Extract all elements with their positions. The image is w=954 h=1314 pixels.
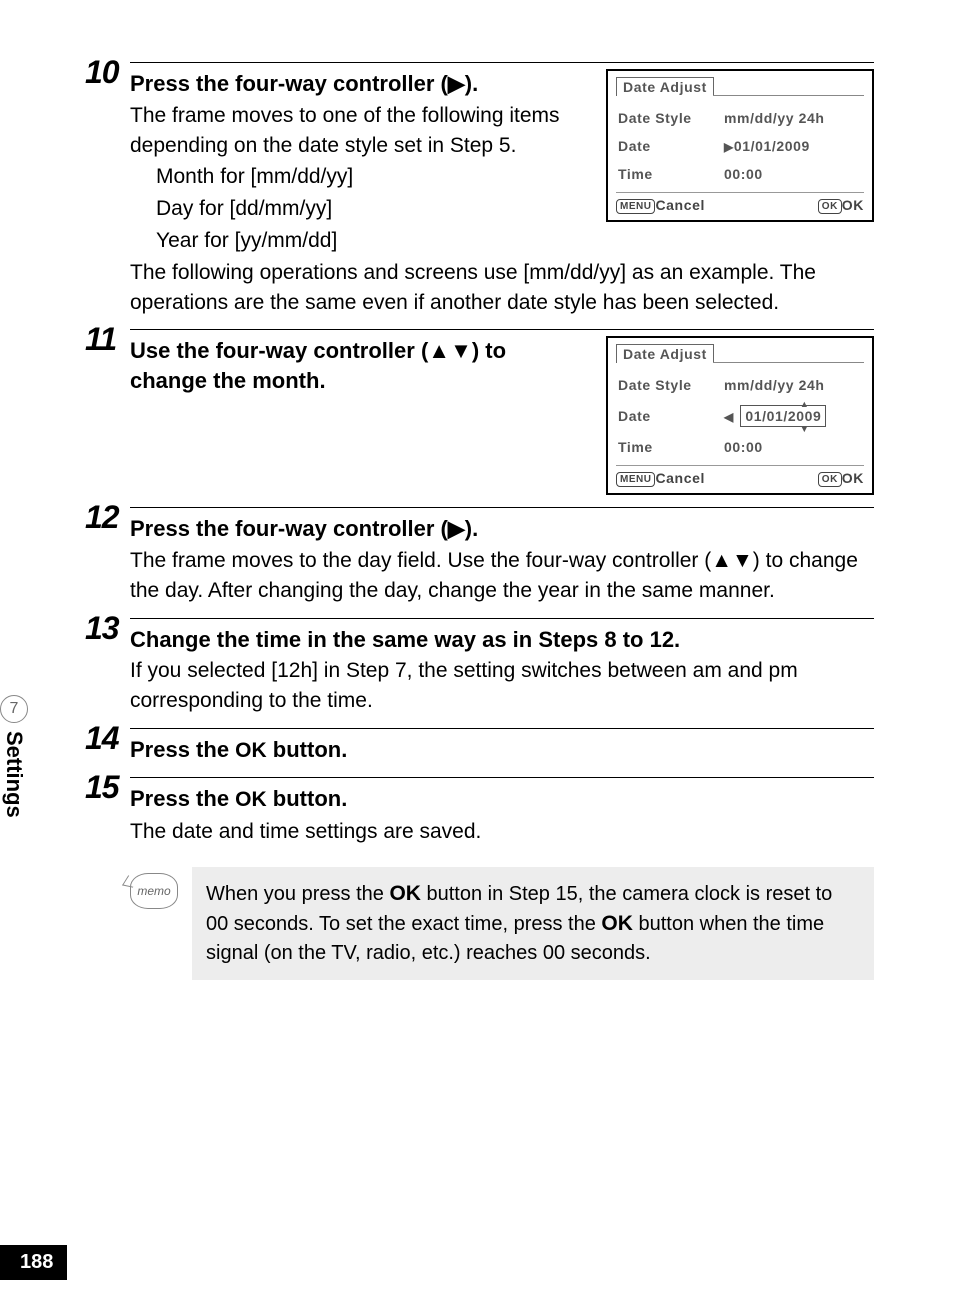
ok-hint: OKOK [818,470,864,487]
step-body: The date and time settings are saved. [130,817,874,847]
value: ▶01/01/2009 [724,138,864,154]
step-body: Year for [yy/mm/dd] [156,226,586,256]
chapter-number: 7 [0,695,28,723]
step-number: 11 [85,321,116,358]
label: Date Style [618,377,724,393]
camera-screen: Date Adjust Date Style mm/dd/yy 24h Date… [606,336,874,495]
down-arrow-icon: ▼ [450,338,472,363]
up-arrow-icon: ▲ [428,338,450,363]
date-edit-box: ▲ 01/01/2009 ▼ [740,405,826,427]
menu-key-icon: MENU [616,199,655,214]
label: Date [618,138,724,154]
label: Date [618,408,724,424]
step-heading: Press the four-way controller (▶). [130,69,586,99]
text: Press the four-way controller ( [130,516,448,541]
date-value: 01/01/2009 [745,408,821,424]
step-number: 10 [85,54,119,91]
step-body: Month for [mm/dd/yy] [156,162,586,192]
screen-title: Date Adjust [616,344,714,363]
memo-text: When you press the OK button in Step 15,… [192,867,874,981]
step-14: 14 Press the OK button. [130,728,874,765]
ok-label: OK [235,739,267,762]
camera-screen: Date Adjust Date Style mm/dd/yy 24h Date… [606,69,874,222]
step-body: The following operations and screens use… [130,258,874,318]
memo: memo When you press the OK button in Ste… [130,867,874,981]
cancel-hint: MENUCancel [616,470,705,487]
step-body: Day for [dd/mm/yy] [156,194,586,224]
label: Date Style [618,110,724,126]
text: button. [267,737,348,762]
step-heading: Press the OK button. [130,735,874,765]
right-arrow-icon: ▶ [448,516,465,541]
ok-label: OK [389,882,421,905]
step-15: 15 Press the OK button. The date and tim… [130,777,874,846]
chapter-tab: 7 Settings [0,695,28,818]
text: Press the [130,737,235,762]
value: 00:00 [724,166,864,182]
step-number: 14 [85,720,119,757]
text: button. [267,786,348,811]
step-heading: Press the four-way controller (▶). [130,514,874,544]
date-value: 01/01/2009 [734,138,810,154]
text: Cancel [655,197,705,213]
menu-key-icon: MENU [616,472,655,487]
down-arrow-icon: ▼ [800,424,810,434]
value: mm/dd/yy 24h [724,377,864,393]
value: mm/dd/yy 24h [724,110,864,126]
step-number: 15 [85,769,119,806]
right-arrow-icon: ▶ [448,71,465,96]
ok-hint: OKOK [818,197,864,214]
text: Cancel [655,470,705,486]
right-arrow-icon: ▶ [724,140,734,154]
step-12: 12 Press the four-way controller (▶). Th… [130,507,874,605]
step-body: The frame moves to one of the following … [130,101,586,161]
text: When you press the [206,883,389,905]
memo-icon: memo [130,873,178,909]
text: OK [842,197,864,213]
text: OK [842,470,864,486]
step-body: If you selected [12h] in Step 7, the set… [130,656,874,716]
text: Press the four-way controller ( [130,71,448,96]
label: Time [618,166,724,182]
text: ). [465,71,478,96]
value: ◀ ▲ 01/01/2009 ▼ [724,405,864,427]
screen-title: Date Adjust [616,77,714,96]
step-heading: Press the OK button. [130,784,874,814]
step-13: 13 Change the time in the same way as in… [130,618,874,716]
cancel-hint: MENUCancel [616,197,705,214]
step-heading: Use the four-way controller (▲▼) to chan… [130,336,586,395]
step-10: 10 Press the four-way controller (▶). Th… [130,62,874,317]
step-number: 13 [85,610,119,647]
step-11: 11 Use the four-way controller (▲▼) to c… [130,329,874,495]
chapter-label: Settings [1,731,27,818]
value: 00:00 [724,439,864,455]
label: Time [618,439,724,455]
text: ). [465,516,478,541]
ok-label: OK [601,912,633,935]
ok-key-icon: OK [818,472,842,487]
ok-label: OK [235,788,267,811]
step-heading: Change the time in the same way as in St… [130,625,874,655]
step-number: 12 [85,499,119,536]
page-number: 188 [0,1245,67,1280]
step-body: The frame moves to the day field. Use th… [130,546,874,606]
text: Press the [130,786,235,811]
ok-key-icon: OK [818,199,842,214]
left-arrow-icon: ◀ [724,410,734,424]
up-arrow-icon: ▲ [800,399,810,409]
text: Use the four-way controller ( [130,338,428,363]
manual-page: 7 Settings 10 Press the four-way control… [0,0,954,1314]
